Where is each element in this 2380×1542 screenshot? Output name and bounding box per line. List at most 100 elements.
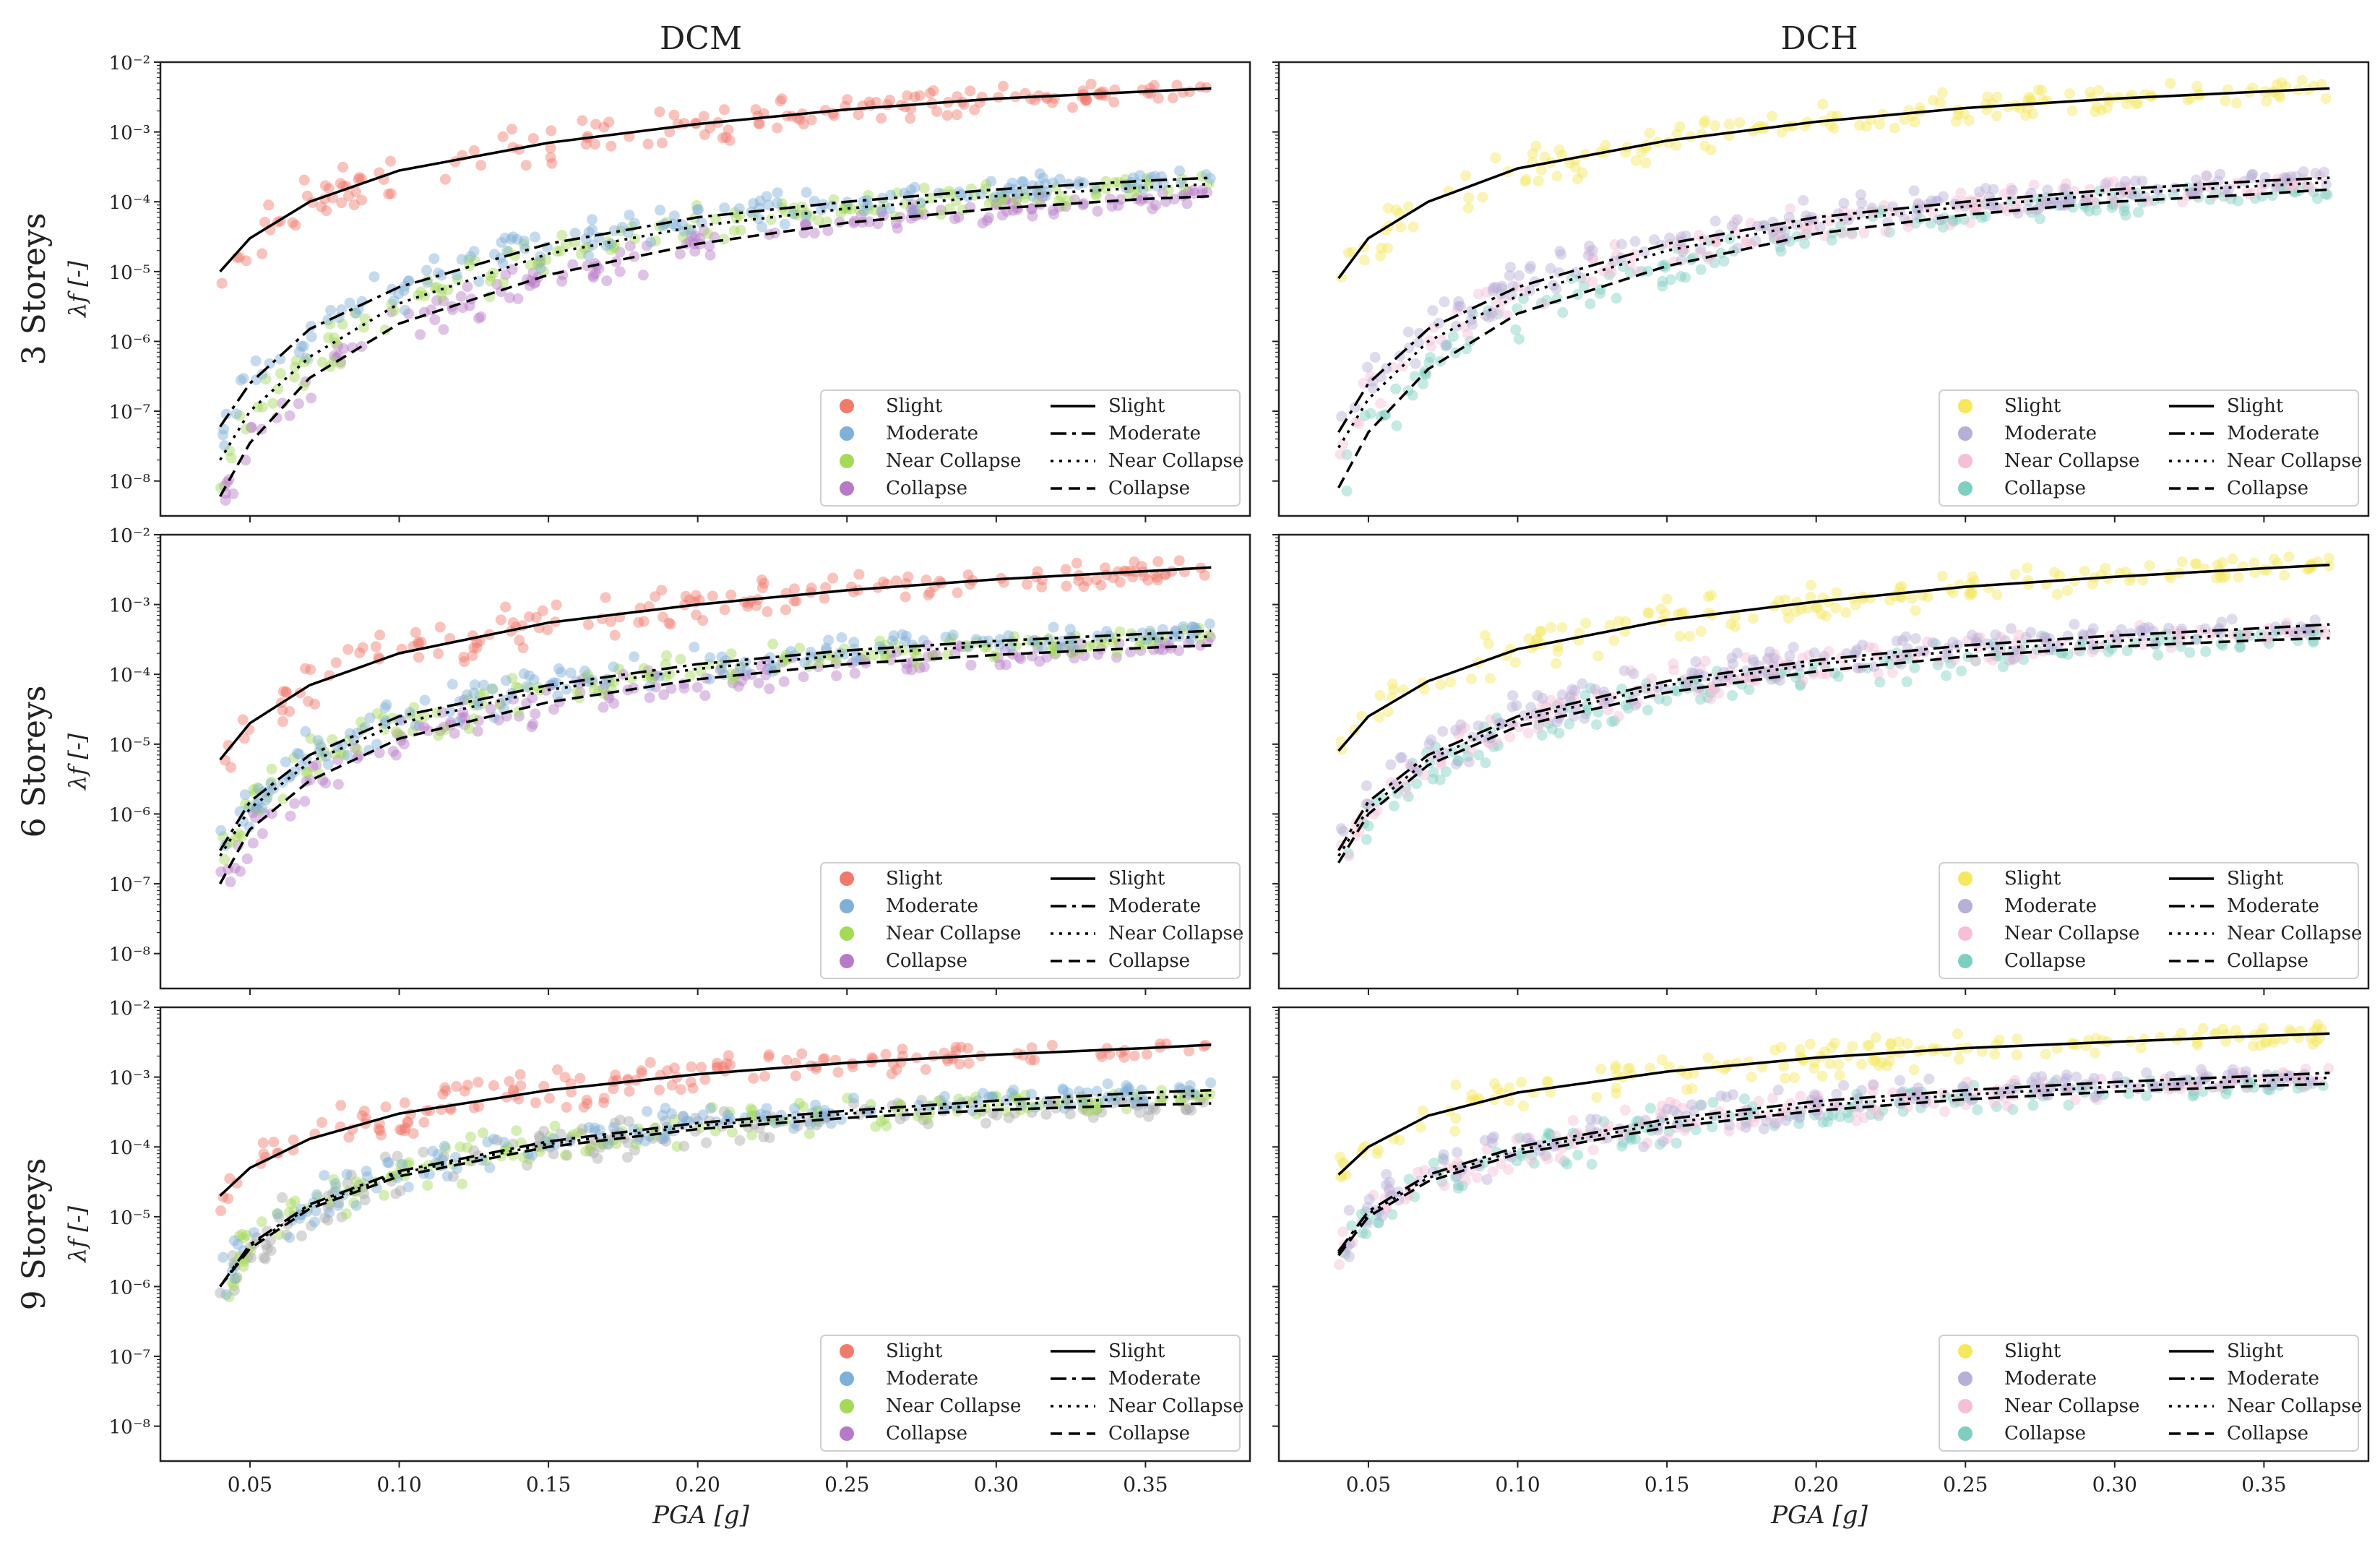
data-point: [1197, 184, 1208, 196]
data-point: [1066, 647, 1078, 659]
data-point: [1709, 257, 1720, 269]
y-tick-label: 10⁻⁶: [109, 332, 150, 353]
data-point: [2314, 1033, 2326, 1044]
data-point: [983, 212, 995, 223]
x-tick-label: 0.10: [1495, 1473, 1540, 1496]
data-point: [2005, 655, 2017, 666]
data-point: [928, 85, 939, 96]
data-point: [258, 1252, 270, 1264]
data-point: [608, 1083, 619, 1095]
data-point: [350, 186, 362, 198]
data-point: [661, 650, 673, 661]
data-point: [452, 274, 463, 285]
data-point: [432, 267, 444, 279]
data-point: [220, 408, 232, 420]
data-point: [1655, 1107, 1666, 1119]
data-point: [906, 664, 918, 676]
data-point: [1438, 1149, 1449, 1160]
data-point: [230, 1272, 242, 1284]
data-point: [2197, 1022, 2209, 1034]
data-point: [686, 231, 698, 242]
data-point: [725, 648, 737, 660]
data-point: [374, 1125, 386, 1137]
data-point: [504, 292, 515, 303]
data-point: [578, 1101, 590, 1113]
data-point: [1709, 215, 1721, 227]
data-point: [513, 710, 525, 722]
data-point: [1402, 201, 1414, 212]
data-point: [2171, 632, 2183, 644]
data-point: [849, 668, 861, 679]
data-point: [1032, 196, 1043, 207]
data-point: [1534, 1145, 1545, 1156]
data-point: [228, 1235, 240, 1246]
data-point: [1855, 1059, 1867, 1070]
data-point: [1665, 274, 1676, 285]
data-point: [641, 240, 652, 251]
data-point: [328, 332, 340, 343]
data-point: [349, 742, 361, 754]
data-point: [1629, 236, 1641, 247]
data-point: [455, 290, 467, 302]
data-point: [559, 1150, 571, 1161]
data-point: [1858, 227, 1870, 238]
data-point: [2246, 169, 2258, 181]
data-point: [928, 1051, 939, 1062]
data-point: [535, 256, 546, 267]
data-point: [629, 1145, 640, 1156]
data-point: [1420, 369, 1432, 380]
data-point: [340, 1208, 352, 1220]
data-point: [1732, 214, 1743, 225]
data-point: [1060, 564, 1072, 575]
data-point: [1483, 737, 1494, 749]
data-point: [788, 595, 800, 607]
legend-marker: [1958, 871, 1972, 886]
data-point: [845, 203, 857, 215]
data-point: [1543, 1127, 1554, 1139]
data-point: [1725, 619, 1736, 630]
data-point: [506, 673, 518, 684]
data-point: [298, 340, 309, 352]
data-point: [524, 1153, 535, 1165]
data-point: [1937, 191, 1949, 202]
data-point: [1116, 1095, 1128, 1107]
data-point: [1123, 182, 1134, 194]
data-point: [1194, 639, 1206, 651]
data-point: [1950, 195, 1962, 207]
data-point: [266, 808, 277, 819]
data-point: [1394, 752, 1406, 764]
data-point: [675, 1084, 686, 1095]
data-point: [1006, 1087, 1017, 1099]
data-point: [1494, 718, 1506, 729]
data-point: [702, 228, 714, 239]
data-point: [1564, 718, 1575, 730]
data-point: [655, 204, 666, 216]
data-point: [1361, 780, 1372, 791]
data-point: [701, 1137, 712, 1149]
data-point: [1134, 1107, 1145, 1119]
data-point: [1513, 270, 1525, 282]
data-point: [1486, 307, 1498, 319]
data-point: [551, 677, 562, 689]
data-point: [1797, 652, 1808, 664]
data-point: [1381, 243, 1393, 254]
data-point: [1773, 595, 1785, 606]
data-point: [2176, 556, 2188, 567]
data-point: [1538, 1150, 1550, 1161]
data-point: [1816, 608, 1827, 620]
fit-line-collapse: [219, 1102, 1212, 1288]
y-tick-label: 10⁻³: [109, 1068, 150, 1090]
data-point: [580, 139, 592, 150]
data-point: [1742, 1117, 1754, 1129]
data-point: [1375, 410, 1387, 422]
data-point: [237, 714, 249, 725]
data-point: [583, 226, 595, 238]
data-point: [723, 1050, 734, 1061]
data-point: [504, 1076, 515, 1087]
data-point: [1411, 778, 1423, 790]
data-point: [1747, 654, 1759, 666]
data-point: [2272, 181, 2283, 192]
data-point: [1054, 173, 1066, 185]
data-point: [423, 725, 434, 736]
data-point: [2106, 202, 2118, 213]
